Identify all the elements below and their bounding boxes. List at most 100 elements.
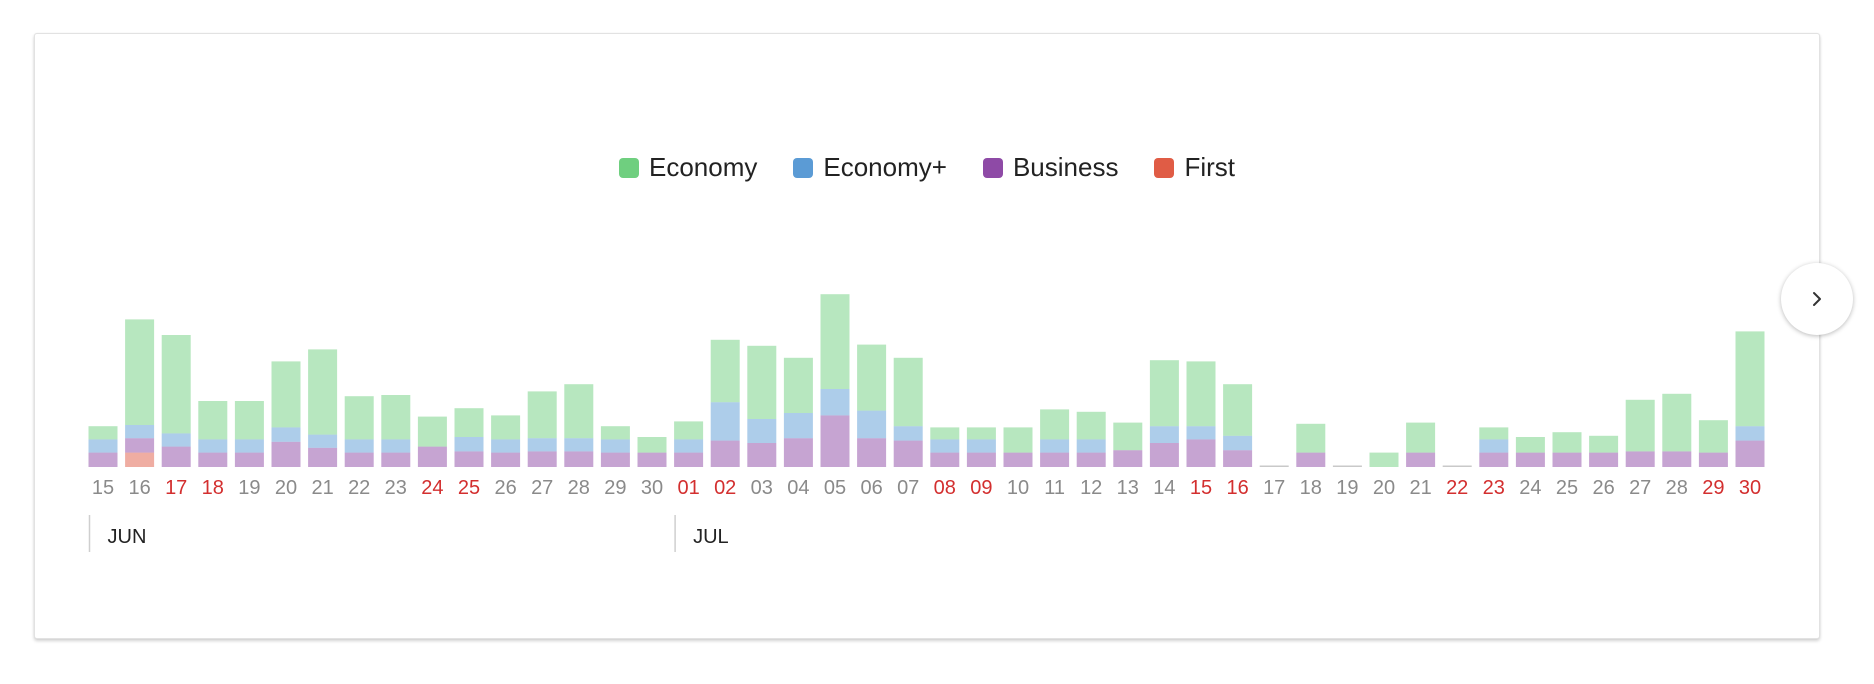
- bar-segment-business: [1515, 452, 1545, 467]
- bar-group-9[interactable]: [417, 416, 447, 467]
- bar-segment-economy: [893, 357, 923, 427]
- bar-group-7[interactable]: [344, 396, 374, 467]
- bar-segment-economy-plus: [161, 433, 191, 447]
- bar-segment-economy-plus: [1076, 439, 1106, 453]
- bar-group-22[interactable]: [893, 357, 923, 467]
- bar-group-40[interactable]: [1552, 432, 1582, 467]
- bar-group-44[interactable]: [1698, 420, 1728, 467]
- bar-segment-economy: [344, 396, 374, 440]
- bar-segment-business: [1040, 452, 1070, 467]
- bar-group-15[interactable]: [637, 437, 667, 467]
- bar-group-6[interactable]: [308, 349, 338, 467]
- bar-segment-business: [1296, 452, 1326, 467]
- bar-group-33[interactable]: [1296, 423, 1326, 467]
- legend-item-economy[interactable]: Economy: [618, 152, 758, 183]
- chart-legend: Economy Economy+ Business First: [35, 152, 1819, 183]
- bar-segment-business: [1589, 452, 1619, 467]
- bar-segment-economy: [1479, 427, 1509, 440]
- x-tick-label: 21: [311, 477, 333, 499]
- legend-label-economy: Economy: [648, 152, 758, 182]
- bar-group-37[interactable]: [1442, 465, 1472, 468]
- next-page-button[interactable]: [1781, 263, 1853, 335]
- bar-segment-economy: [1735, 331, 1765, 427]
- bar-segment-economy: [308, 349, 338, 435]
- bar-segment-business: [1149, 443, 1179, 467]
- x-tick-label: 25: [458, 477, 480, 499]
- bar-segment-economy: [966, 427, 996, 440]
- bar-segment-economy: [1076, 411, 1106, 440]
- bar-group-32[interactable]: [1259, 465, 1289, 468]
- x-tick-label: 27: [531, 477, 553, 499]
- bar-group-43[interactable]: [1662, 393, 1692, 467]
- bar-group-10[interactable]: [454, 408, 484, 467]
- bar-group-26[interactable]: [1040, 409, 1070, 467]
- bar-group-27[interactable]: [1076, 411, 1106, 467]
- bar-group-20[interactable]: [820, 294, 850, 467]
- bar-chart: 15 16 17 18 19 20 21 22 23 24 25 26 27 28 29 30 01 02 03 04…: [88, 294, 1765, 552]
- bar-group-13[interactable]: [564, 384, 594, 467]
- x-tick-label: 01: [677, 477, 699, 499]
- legend-item-first[interactable]: First: [1154, 152, 1235, 183]
- bar-group-45[interactable]: [1735, 331, 1765, 467]
- bar-group-42[interactable]: [1625, 399, 1655, 467]
- bar-segment-business: [820, 415, 850, 467]
- bar-group-35[interactable]: [1369, 452, 1399, 467]
- bar-segment-economy-plus: [198, 439, 228, 453]
- bar-group-25[interactable]: [1003, 427, 1033, 467]
- bar-group-18[interactable]: [747, 345, 777, 467]
- bar-group-36[interactable]: [1406, 422, 1436, 467]
- x-tick-label: 18: [202, 477, 224, 499]
- bar-segment-business: [161, 446, 191, 467]
- bar-group-3[interactable]: [198, 401, 228, 467]
- bar-group-14[interactable]: [600, 426, 630, 467]
- bar-group-28[interactable]: [1113, 422, 1143, 467]
- bar-group-11[interactable]: [491, 415, 521, 467]
- bar-group-24[interactable]: [966, 427, 996, 467]
- bar-group-19[interactable]: [783, 357, 813, 467]
- bar-group-34[interactable]: [1332, 465, 1362, 468]
- x-tick-label: 10: [1007, 477, 1029, 499]
- legend-label-economy-plus: Economy+: [823, 152, 947, 182]
- bar-segment-economy: [1625, 399, 1655, 452]
- bar-group-17[interactable]: [710, 339, 740, 467]
- bar-segment-economy-plus: [710, 402, 740, 441]
- bar-segment-business: [308, 447, 338, 467]
- bar-segment-economy: [637, 437, 667, 453]
- bar-segment-economy: [1369, 452, 1399, 467]
- chevron-right-icon: [1813, 292, 1821, 306]
- legend-item-business[interactable]: Business: [982, 152, 1118, 183]
- bar-group-29[interactable]: [1149, 360, 1179, 467]
- bar-group-16[interactable]: [674, 421, 704, 467]
- bar-segment-economy: [783, 357, 813, 413]
- bar-segment-business: [857, 438, 887, 467]
- bar-group-12[interactable]: [527, 391, 557, 467]
- legend-item-economy-plus[interactable]: Economy+: [793, 152, 947, 183]
- legend-swatch-first: [1154, 157, 1175, 178]
- bar-segment-economy-plus: [308, 434, 338, 448]
- bar-group-31[interactable]: [1223, 384, 1253, 467]
- bar-empty: [1259, 465, 1289, 467]
- x-tick-label: 28: [568, 477, 590, 499]
- legend-swatch-economy-plus: [793, 157, 814, 178]
- bar-segment-business: [1698, 452, 1728, 467]
- bar-group-38[interactable]: [1479, 427, 1509, 467]
- bar-group-23[interactable]: [930, 427, 960, 467]
- bar-segment-economy: [930, 427, 960, 440]
- bar-segment-economy: [1149, 360, 1179, 427]
- bar-group-30[interactable]: [1186, 361, 1216, 467]
- bar-segment-business: [747, 443, 777, 467]
- bar-group-5[interactable]: [271, 361, 301, 467]
- bar-group-39[interactable]: [1515, 437, 1545, 467]
- bar-group-41[interactable]: [1589, 435, 1619, 467]
- bar-segment-economy: [88, 426, 118, 440]
- bar-segment-business: [454, 451, 484, 467]
- bar-group-4[interactable]: [234, 401, 264, 467]
- bar-segment-economy-plus: [234, 439, 264, 453]
- bar-group-21[interactable]: [857, 344, 887, 467]
- bar-group-1[interactable]: [125, 319, 155, 467]
- bar-group-8[interactable]: [381, 395, 411, 467]
- bar-segment-economy: [234, 401, 264, 440]
- bar-group-2[interactable]: [161, 335, 191, 467]
- bar-segment-economy: [1296, 423, 1326, 453]
- bar-group-0[interactable]: [88, 426, 118, 467]
